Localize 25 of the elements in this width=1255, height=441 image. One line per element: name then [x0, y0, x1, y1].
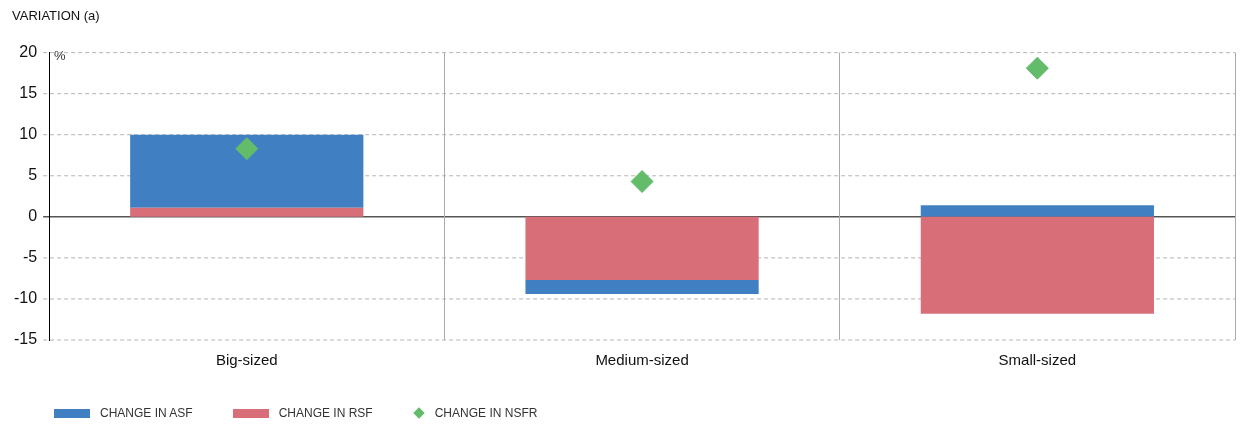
- bar: [525, 216, 759, 281]
- legend-label: CHANGE IN RSF: [278, 406, 373, 420]
- x-tick-label: Small-sized: [998, 351, 1077, 369]
- y-axis-title: %: [54, 48, 66, 63]
- bar: [920, 205, 1154, 217]
- legend-label: CHANGE IN ASF: [100, 406, 193, 420]
- bar: [920, 216, 1154, 314]
- bar: [130, 134, 364, 208]
- legend-label: CHANGE IN NSFR: [434, 406, 538, 420]
- x-tick-label: Medium-sized: [595, 351, 689, 369]
- point: [1025, 56, 1049, 80]
- y-tick-label: -5: [22, 248, 38, 266]
- chart-title: VARIATION (a): [12, 8, 101, 23]
- y-tick-label: -15: [14, 330, 38, 348]
- y-tick-label: -10: [14, 289, 38, 307]
- point: [630, 170, 654, 194]
- x-tick-label: Big-sized: [215, 351, 278, 369]
- bar: [130, 207, 364, 217]
- point: [235, 137, 259, 161]
- y-tick-label: 20: [19, 43, 38, 61]
- y-tick-label: 0: [28, 207, 38, 225]
- y-tick-label: 5: [28, 166, 38, 184]
- y-tick-label: 15: [19, 84, 38, 102]
- y-tick-label: 10: [19, 125, 38, 143]
- bar: [525, 280, 759, 295]
